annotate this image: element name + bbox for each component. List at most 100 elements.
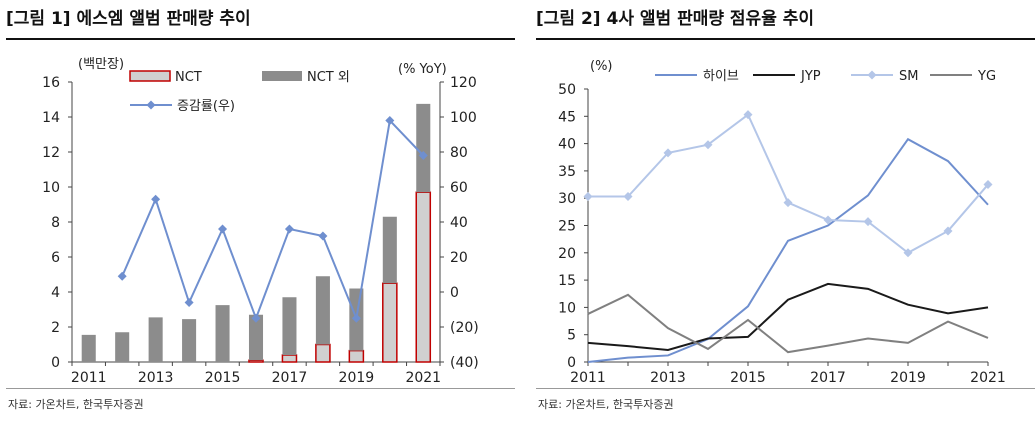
figure-1-panel: [그림 1] 에스엠 앨범 판매량 추이 0 2 4 6 8 10 12 14 16 (40) (2…	[0, 0, 515, 427]
growth-point	[284, 224, 294, 234]
figure-1-source: 자료: 가온차트, 한국투자증권	[8, 398, 144, 411]
nct-other-bar	[248, 314, 264, 361]
sm-point	[743, 110, 753, 120]
x-tick-label: 2015	[730, 370, 766, 386]
album-sales-chart: 0 2 4 6 8 10 12 14 16 (40) (20) 0 20 40 60 80 100 120 2011…	[42, 57, 479, 386]
left-y-tick-label: 2	[51, 320, 60, 336]
hybe-line	[587, 137, 989, 363]
growth-point	[251, 313, 261, 323]
left-y-tick-label: 4	[51, 285, 60, 301]
sm-point	[623, 192, 633, 202]
left-y-tick-label: 12	[42, 145, 60, 161]
nct-bar	[348, 349, 365, 363]
y-tick-label: 25	[558, 219, 576, 235]
figure-1-source-rule	[6, 388, 515, 389]
nct-other-bar	[115, 332, 130, 362]
sm-point	[583, 192, 593, 202]
legend-nct-other-label: NCT 외	[307, 70, 350, 85]
left-y-tick-label: 14	[42, 110, 60, 126]
y-tick-label: 45	[558, 109, 576, 125]
jyp-line	[587, 282, 989, 352]
left-y-unit: (백만장)	[78, 57, 124, 72]
legend-growth-label: 증감률(우)	[177, 99, 235, 114]
figure-2-panel: [그림 2] 4사 앨범 판매량 점유율 추이 0 5 10 15 20 25 30 35 40…	[530, 0, 1035, 427]
x-tick-label: 2017	[810, 370, 846, 386]
right-y-tick-label: 0	[450, 285, 459, 301]
legend-nct-label: NCT	[175, 70, 202, 85]
right-y-unit: (% YoY)	[398, 62, 447, 77]
nct-bar	[315, 343, 331, 363]
left-y-tick-label: 6	[51, 250, 60, 266]
x-tick-label: 2013	[650, 370, 686, 386]
left-y-tick-label: 0	[51, 355, 60, 371]
right-y-tick-label: 120	[450, 75, 477, 91]
y-tick-label: 50	[558, 82, 576, 98]
figure-2-source-rule	[536, 388, 1035, 389]
y-tick-label: 0	[567, 355, 576, 371]
y-tick-label: 35	[558, 164, 576, 180]
x-tick-label: 2013	[138, 370, 174, 386]
nct-other-bar	[315, 276, 330, 345]
growth-point	[418, 151, 428, 160]
x-tick-label: 2021	[405, 370, 441, 386]
figure-2-source: 자료: 가온차트, 한국투자증권	[538, 398, 674, 411]
y-tick-label: 10	[558, 300, 576, 316]
x-tick-label: 2021	[970, 370, 1006, 386]
right-y-tick-label: (40)	[450, 355, 479, 371]
y-tick-label: 15	[558, 273, 576, 289]
legend-yg-label: YG	[977, 69, 996, 84]
sm-line	[588, 113, 989, 254]
nct-bar	[281, 354, 298, 363]
sm-point	[703, 140, 713, 150]
y-unit: (%)	[590, 59, 613, 74]
x-tick-label: 2017	[272, 370, 308, 386]
y-tick-label: 20	[558, 246, 576, 262]
sm-point	[983, 180, 993, 190]
growth-point	[351, 313, 361, 323]
legend-jyp-label: JYP	[800, 69, 821, 84]
right-y-tick-label: 60	[450, 180, 468, 196]
growth-point	[184, 298, 194, 307]
nct-bar	[248, 359, 264, 363]
growth-point	[318, 231, 328, 241]
x-tick-label: 2019	[890, 370, 926, 386]
legend-nct-swatch	[129, 70, 171, 82]
nct-other-bar	[382, 216, 397, 284]
x-tick-label: 2015	[205, 370, 241, 386]
nct-other-bar	[148, 317, 163, 362]
growth-point	[385, 116, 395, 125]
growth-point	[151, 194, 161, 204]
sm-point	[943, 226, 953, 236]
nct-bar	[382, 282, 398, 363]
left-y-tick-label: 10	[42, 180, 60, 196]
right-y-tick-label: (20)	[450, 320, 479, 336]
nct-other-bar	[416, 103, 431, 193]
growth-point	[117, 271, 127, 281]
sm-point	[783, 198, 793, 208]
nct-other-bar	[182, 319, 197, 362]
nct-other-bar	[81, 334, 96, 362]
legend-sm-marker	[867, 70, 877, 80]
figure-1-title: [그림 1] 에스엠 앨범 판매량 추이	[6, 9, 251, 29]
legend-nct-other-swatch	[262, 71, 302, 81]
right-y-tick-label: 20	[450, 250, 468, 266]
figure-2-title: [그림 2] 4사 앨범 판매량 점유율 추이	[536, 9, 815, 29]
nct-bar	[415, 191, 432, 363]
x-tick-label: 2011	[71, 370, 107, 386]
sm-point	[663, 148, 673, 158]
y-tick-label: 30	[558, 191, 576, 207]
sm-point	[823, 215, 833, 225]
figure-2-title-rule	[536, 38, 1035, 40]
y-tick-label: 5	[567, 328, 576, 344]
nct-other-bar	[215, 305, 230, 362]
right-y-tick-label: 40	[450, 215, 468, 231]
right-y-tick-label: 100	[450, 110, 477, 126]
growth-point	[218, 224, 228, 234]
right-y-tick-label: 80	[450, 145, 468, 161]
sm-point	[863, 217, 873, 227]
share-trend-chart: 0 5 10 15 20 25 30 35 40 45 50 2011 2013 2015 2017 2019…	[558, 59, 1006, 386]
figure-1-title-rule	[6, 38, 515, 40]
sm-point	[903, 248, 913, 258]
left-y-tick-label: 8	[51, 215, 60, 231]
y-tick-label: 40	[558, 137, 576, 153]
